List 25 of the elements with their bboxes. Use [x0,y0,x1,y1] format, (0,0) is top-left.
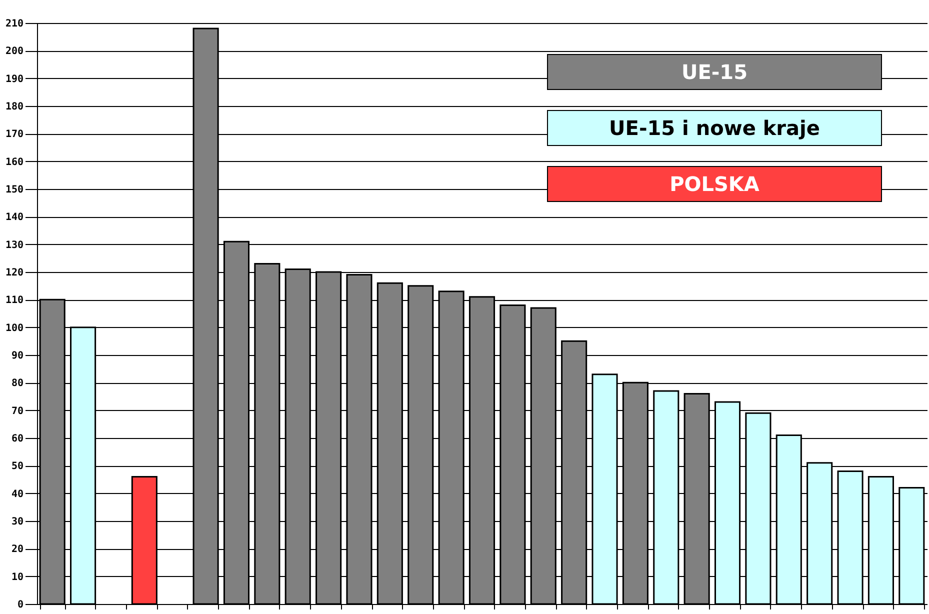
y-tick-label: 80 [11,378,24,390]
y-tick-label: 0 [17,600,24,610]
y-tick-label: 50 [11,461,24,472]
y-tick-label: 90 [11,350,24,362]
y-tick-label: 110 [5,295,24,306]
y-tick-label: 200 [5,46,24,58]
y-tick-label: 20 [11,544,24,556]
y-tick-label: 30 [11,516,24,528]
y-tick-label: 70 [11,406,24,417]
y-tick-label: 170 [5,129,24,140]
y-tick-label: 160 [5,156,24,168]
y-tick-label: 150 [5,184,24,196]
text: UE-15 i nowe kraje [547,110,882,146]
y-tick-label: 40 [11,488,24,500]
y-tick-label: 180 [5,102,24,112]
text: POLSKA [547,166,882,202]
y-tick-label: 60 [11,434,24,444]
y-tick-label: 100 [5,322,24,334]
y-tick-label: 10 [11,572,24,583]
y-tick-label: 140 [5,212,24,224]
y-tick-label: 210 [5,18,24,30]
text: UE-15 [547,54,882,90]
y-tick-label: 120 [5,268,24,278]
y-tick-label: 130 [5,240,24,251]
y-tick-label: 190 [5,74,24,85]
